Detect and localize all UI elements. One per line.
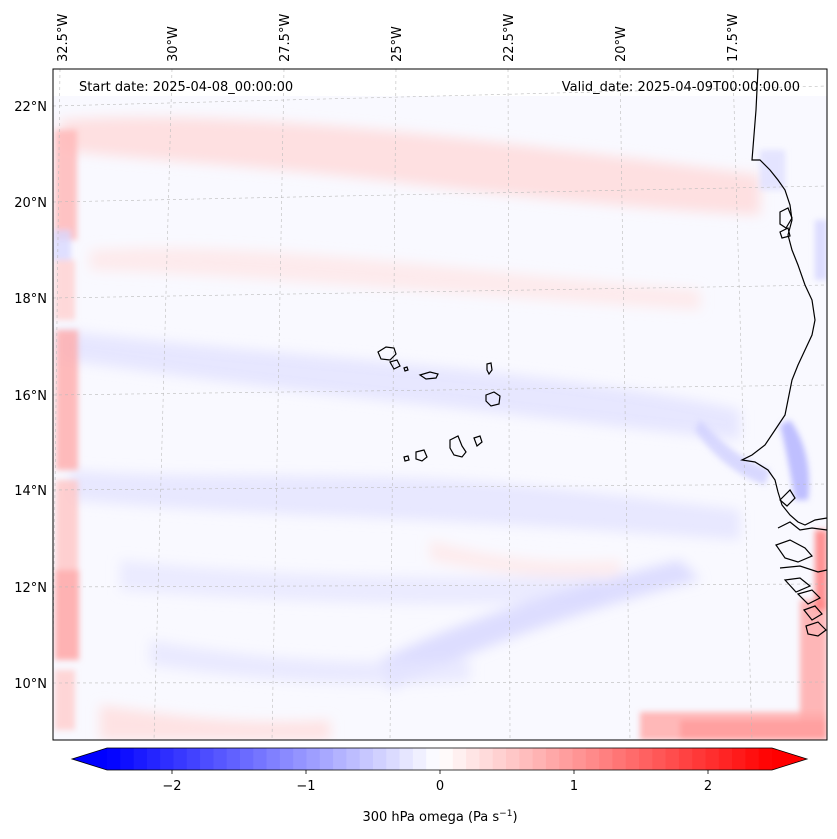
colorbar-segment — [279, 748, 294, 770]
island-santo-antao — [377, 346, 397, 361]
colorbar-tick-label: −2 — [162, 779, 181, 794]
colorbar-segment — [506, 748, 520, 770]
colorbar-segment — [492, 748, 507, 770]
island-santiago — [449, 435, 467, 458]
colorbar-segment — [240, 748, 254, 770]
colorbar-segment — [160, 748, 175, 770]
colorbar-segment — [732, 748, 746, 770]
colorbar-segment — [293, 748, 308, 770]
colorbar-segment — [333, 748, 347, 770]
colorbar-segment — [652, 748, 667, 770]
colorbar-segment — [253, 748, 268, 770]
colorbar-segment — [213, 748, 228, 770]
colorbar-segment — [625, 748, 640, 770]
colorbar-segment — [346, 748, 361, 770]
colorbar-segment — [306, 748, 321, 770]
colorbar-title: 300 hPa omega (Pa s−1) — [362, 809, 517, 825]
island-sal — [486, 362, 493, 376]
lat-label: 18°N — [14, 292, 47, 307]
colorbar-outline — [70, 747, 809, 771]
colorbar-max-extend — [772, 748, 807, 770]
coastlines — [377, 69, 827, 637]
header-band — [53, 69, 827, 96]
colorbar-ticks — [171, 770, 709, 774]
omega-field — [53, 117, 827, 740]
lon-label: 20°W — [614, 26, 629, 62]
longitude-labels: 32.5°W 30°W 27.5°W 25°W 22.5°W 20°W 17.5… — [56, 14, 741, 62]
colorbar-segment — [559, 748, 574, 770]
lat-label: 22°N — [14, 100, 47, 115]
colorbar-segment — [386, 748, 401, 770]
plot-frame — [52, 68, 828, 741]
lon-label: 22.5°W — [502, 14, 517, 62]
colorbar: −2 −1 0 1 2 300 hPa omega (Pa s−1) — [70, 747, 809, 825]
colorbar-tick-label: −1 — [296, 779, 315, 794]
colorbar-segment — [479, 748, 494, 770]
colorbar-segment — [133, 748, 148, 770]
lon-label: 32.5°W — [56, 14, 71, 62]
colorbar-segment — [107, 748, 121, 770]
valid-date-label: Valid_date: 2025-04-09T00:00:00.00 — [562, 80, 800, 95]
colorbar-min-extend — [72, 748, 107, 770]
colorbar-segment — [426, 748, 441, 770]
colorbar-segment — [266, 748, 281, 770]
lat-label: 20°N — [14, 196, 47, 211]
island-brava — [403, 455, 410, 462]
lat-label: 12°N — [14, 581, 47, 596]
colorbar-segment — [452, 748, 467, 770]
lon-label: 30°W — [166, 26, 181, 62]
colorbar-segment — [120, 748, 135, 770]
african-coastline — [740, 69, 827, 526]
island-sao-vicente — [389, 359, 401, 370]
colorbar-segment — [466, 748, 480, 770]
colorbar-segment — [612, 748, 627, 770]
colorbar-segment — [359, 748, 374, 770]
colorbar-tick-label: 0 — [436, 779, 444, 794]
colorbar-segment — [200, 748, 214, 770]
colorbar-segment — [665, 748, 680, 770]
island-maio — [473, 435, 483, 447]
colorbar-segment — [639, 748, 653, 770]
colorbar-segment — [226, 748, 241, 770]
lon-label: 27.5°W — [278, 14, 293, 62]
island-sao-nicolau — [418, 371, 439, 380]
colorbar-segment — [678, 748, 693, 770]
colorbar-segment — [758, 748, 773, 770]
lon-label: 25°W — [390, 26, 405, 62]
colorbar-segment — [373, 748, 387, 770]
colorbar-segment — [572, 748, 587, 770]
colorbar-segment — [186, 748, 201, 770]
lat-label: 10°N — [14, 677, 47, 692]
colorbar-segments — [107, 748, 773, 770]
colorbar-segment — [599, 748, 613, 770]
colorbar-segment — [718, 748, 733, 770]
colorbar-segment — [532, 748, 547, 770]
colorbar-tick-label: 2 — [704, 779, 712, 794]
colorbar-segment — [705, 748, 720, 770]
colorbar-segment — [545, 748, 560, 770]
colorbar-segment — [173, 748, 188, 770]
lon-label: 17.5°W — [726, 14, 741, 62]
colorbar-segment — [319, 748, 334, 770]
colorbar-segment — [585, 748, 600, 770]
colorbar-segment — [519, 748, 534, 770]
latitude-labels: 22°N 20°N 18°N 16°N 14°N 12°N 10°N — [14, 100, 47, 692]
colorbar-segment — [412, 748, 427, 770]
colorbar-segment — [439, 748, 454, 770]
colorbar-segment — [146, 748, 161, 770]
lat-label: 14°N — [14, 484, 47, 499]
colorbar-tick-label: 1 — [570, 779, 578, 794]
island-boa-vista — [485, 391, 501, 407]
colorbar-segment — [399, 748, 414, 770]
colorbar-segment — [745, 748, 760, 770]
colorbar-segment — [692, 748, 707, 770]
lat-label: 16°N — [14, 389, 47, 404]
start-date-label: Start date: 2025-04-08_00:00:00 — [79, 80, 293, 95]
island-fogo — [415, 449, 428, 462]
